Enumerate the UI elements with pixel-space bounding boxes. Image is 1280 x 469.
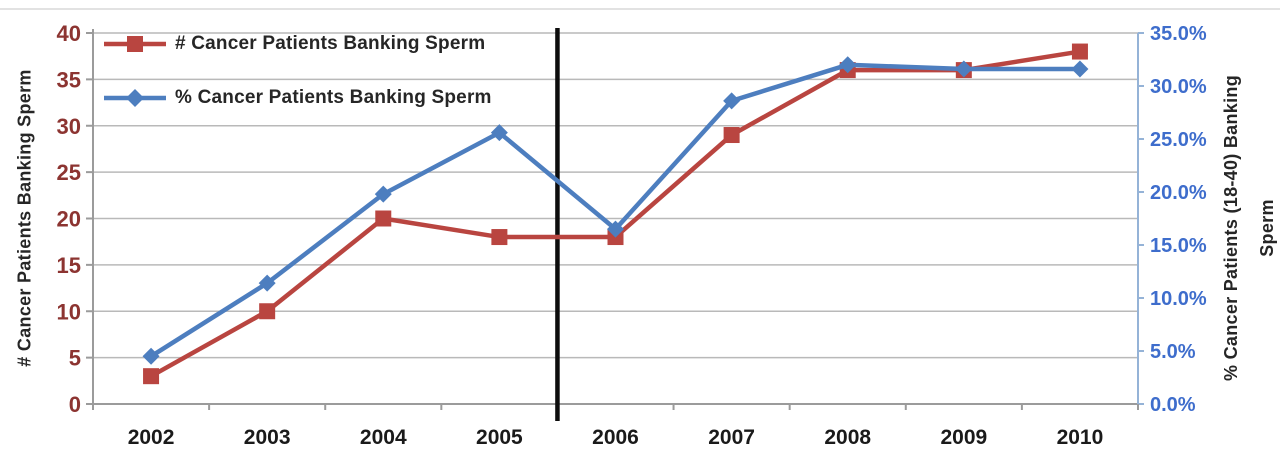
right-axis-tick-label: 10.0% [1150, 288, 1207, 310]
legend-item-num-patients: # Cancer Patients Banking Sperm [103, 33, 492, 55]
right-axis-tick-label: 35.0% [1150, 23, 1207, 45]
right-axis-tick-label: 0.0% [1150, 394, 1196, 416]
x-axis-tick-label: 2002 [128, 426, 175, 449]
data-point-marker [374, 185, 392, 203]
x-axis-tick-label: 2008 [824, 426, 871, 449]
left-axis-tick-label: 5 [69, 346, 81, 371]
left-axis-tick-label: 0 [69, 392, 81, 417]
x-axis-tick-label: 2004 [360, 426, 407, 449]
right-axis-title-line1: % Cancer Patients (18-40) Banking [1221, 75, 1241, 381]
data-point-marker [490, 124, 508, 142]
data-point-marker [142, 347, 160, 365]
data-point-marker [1071, 43, 1088, 60]
data-point-marker [607, 220, 624, 238]
right-axis-tick-label: 5.0% [1150, 341, 1196, 363]
legend: # Cancer Patients Banking Sperm % Cancer… [103, 33, 492, 141]
right-axis-tick-label: 30.0% [1150, 76, 1207, 98]
left-axis-tick-label: 30 [57, 114, 81, 139]
legend-item-pct-patients: % Cancer Patients Banking Sperm [103, 87, 492, 109]
data-point-marker [723, 92, 741, 110]
data-point-marker [375, 210, 392, 227]
data-point-marker [1071, 60, 1089, 78]
left-axis-tick-label: 15 [57, 253, 81, 278]
data-point-marker [723, 127, 740, 144]
data-point-marker [143, 368, 160, 385]
left-axis-tick-label: 20 [57, 207, 81, 232]
left-axis-tick-label: 40 [57, 21, 81, 46]
left-axis-title: # Cancer Patients Banking Sperm [14, 69, 35, 367]
x-axis-tick-label: 2010 [1057, 426, 1104, 449]
data-point-marker [258, 274, 276, 292]
diamond-series-marker-icon [104, 89, 166, 107]
right-axis-tick-label: 20.0% [1150, 182, 1207, 204]
left-axis-tick-label: 25 [57, 160, 81, 185]
x-axis-tick-label: 2003 [244, 426, 291, 449]
data-point-marker [955, 60, 973, 78]
x-axis-tick-label: 2007 [708, 426, 755, 449]
data-point-marker [491, 229, 508, 246]
x-axis-tick-label: 2009 [940, 426, 987, 449]
right-axis-title-line2: Sperm [1257, 199, 1277, 257]
x-axis-tick-label: 2005 [476, 426, 523, 449]
square-series-marker-icon [104, 36, 166, 52]
right-axis-tick-label: 25.0% [1150, 129, 1207, 151]
legend-label-num-patients: # Cancer Patients Banking Sperm [175, 33, 486, 54]
legend-label-pct-patients: % Cancer Patients Banking Sperm [175, 87, 492, 108]
left-axis-tick-label: 35 [57, 67, 81, 92]
data-point-marker [839, 56, 857, 74]
x-axis-tick-label: 2006 [592, 426, 639, 449]
data-point-marker [259, 303, 276, 320]
right-axis-title: % Cancer Patients (18-40) Banking Sperm [1213, 58, 1280, 398]
right-axis-tick-label: 15.0% [1150, 235, 1207, 257]
left-axis-tick-label: 10 [57, 299, 81, 324]
